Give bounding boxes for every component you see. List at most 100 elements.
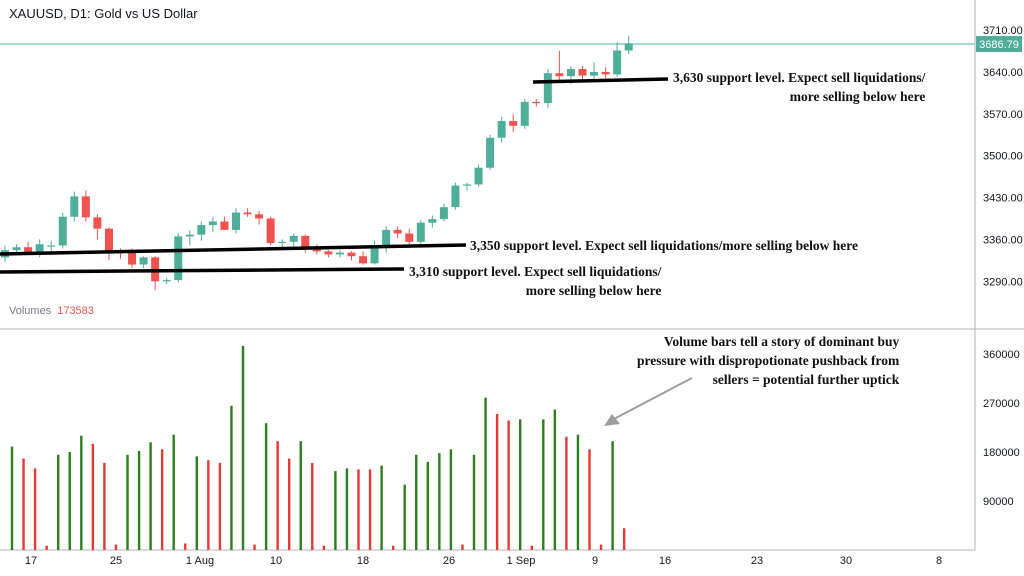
volume-bar (172, 434, 175, 550)
annotation-3350: 3,350 support level. Expect sell liquida… (470, 238, 859, 253)
volume-bar (426, 461, 429, 550)
volume-bar (484, 397, 487, 550)
annotation-3630-line2: more selling below here (789, 89, 926, 104)
volume-bar (103, 462, 106, 550)
volume-bar (415, 454, 418, 550)
candle-body (174, 236, 183, 281)
support-line-3310 (0, 267, 405, 274)
volume-bar (542, 419, 545, 550)
candle (93, 214, 102, 240)
candle (266, 216, 275, 246)
support-lines-layer (0, 77, 669, 274)
time-tick-label: 26 (443, 555, 455, 567)
candle-body (185, 234, 194, 237)
candle-body (12, 247, 21, 251)
candle (474, 164, 483, 187)
volume-tick-label: 270000 (983, 398, 1020, 410)
volume-bar (299, 441, 302, 550)
candle-body (520, 101, 529, 126)
candle-body (393, 229, 402, 234)
candle-body (104, 228, 113, 252)
volume-bar (10, 446, 14, 550)
volume-bar (311, 462, 314, 550)
volume-bar (357, 469, 360, 550)
volume-bar (599, 544, 603, 550)
volume-bar (91, 443, 95, 550)
candle-body (255, 214, 264, 219)
volume-note: Volume bars tell a story of dominant buy… (637, 332, 899, 389)
candle (174, 233, 183, 283)
volume-axis[interactable]: 360000 270000 180000 90000 (983, 349, 1020, 508)
price-tick-label: 3290.00 (983, 276, 1023, 288)
candle-body (324, 251, 333, 255)
volume-bar (33, 468, 37, 550)
candle (197, 221, 206, 241)
candle (555, 50, 564, 81)
candle (590, 62, 599, 80)
candle (359, 251, 368, 265)
candle (439, 203, 448, 222)
price-axis[interactable]: 3710.00 3640.00 3570.00 3500.00 3430.00 3360.… (983, 25, 1023, 288)
candle (162, 277, 171, 285)
volume-bar (334, 471, 337, 550)
candle (532, 98, 541, 107)
candle-body (497, 121, 506, 138)
support-line-3630 (532, 77, 669, 84)
volume-bar (565, 436, 568, 550)
volume-bar (184, 543, 187, 550)
candle (451, 182, 460, 210)
annotation-3630: 3,630 support level. Expect sell liquida… (673, 68, 925, 106)
candle-body (289, 235, 298, 242)
annotation-3310-line2: more selling below here (525, 283, 662, 298)
volume-tick-label: 180000 (983, 447, 1020, 459)
candle-body (382, 229, 391, 246)
candle (405, 228, 414, 245)
volume-bar (218, 462, 222, 550)
volume-bar (80, 435, 83, 550)
volume-bar (207, 460, 210, 550)
price-tick-label: 3360.00 (983, 234, 1023, 246)
volume-bar (288, 458, 291, 550)
candle-body (555, 73, 564, 77)
volume-bar (253, 544, 256, 550)
volume-bar (264, 423, 268, 550)
candle-body (509, 121, 518, 126)
volume-bar (553, 409, 557, 550)
candle (139, 256, 148, 269)
candle-body (543, 73, 552, 104)
candle (243, 208, 252, 217)
candle-body (128, 252, 137, 265)
volume-bar (57, 454, 60, 550)
volume-value: 173583 (57, 305, 94, 317)
time-tick-label: 16 (659, 555, 671, 567)
time-axis[interactable]: 17 25 1 Aug 10 18 26 1 Sep 9 16 23 30 8 (25, 555, 942, 567)
arrow-head (604, 414, 620, 426)
volume-bar (137, 450, 141, 550)
candle-body (335, 252, 344, 255)
volume-note-line2: pressure with dispropotionate pushback f… (637, 353, 900, 368)
candle (70, 191, 79, 222)
volume-tick-label: 90000 (983, 496, 1014, 508)
annotation-3310-line1: 3,310 support level. Expect sell liquida… (409, 264, 662, 279)
candle (393, 226, 402, 239)
candle-body (590, 72, 599, 76)
candle (220, 216, 229, 230)
candle-body (58, 216, 67, 246)
candle-body (451, 185, 460, 208)
volume-bar (368, 469, 372, 550)
volume-bars-layer (10, 345, 626, 550)
volume-legend: Volumes 173583 (9, 305, 94, 317)
volume-note-line1: Volume bars tell a story of dominant buy (663, 334, 900, 349)
candle-body (208, 221, 217, 226)
time-tick-label: 25 (110, 555, 122, 567)
candle (104, 227, 113, 261)
candle (578, 66, 587, 81)
candle (486, 134, 495, 171)
volume-label: Volumes (9, 305, 52, 317)
candle (624, 36, 633, 55)
candle (151, 256, 160, 291)
volume-bar (68, 452, 71, 550)
candle (370, 240, 379, 265)
volume-bar (391, 545, 395, 550)
